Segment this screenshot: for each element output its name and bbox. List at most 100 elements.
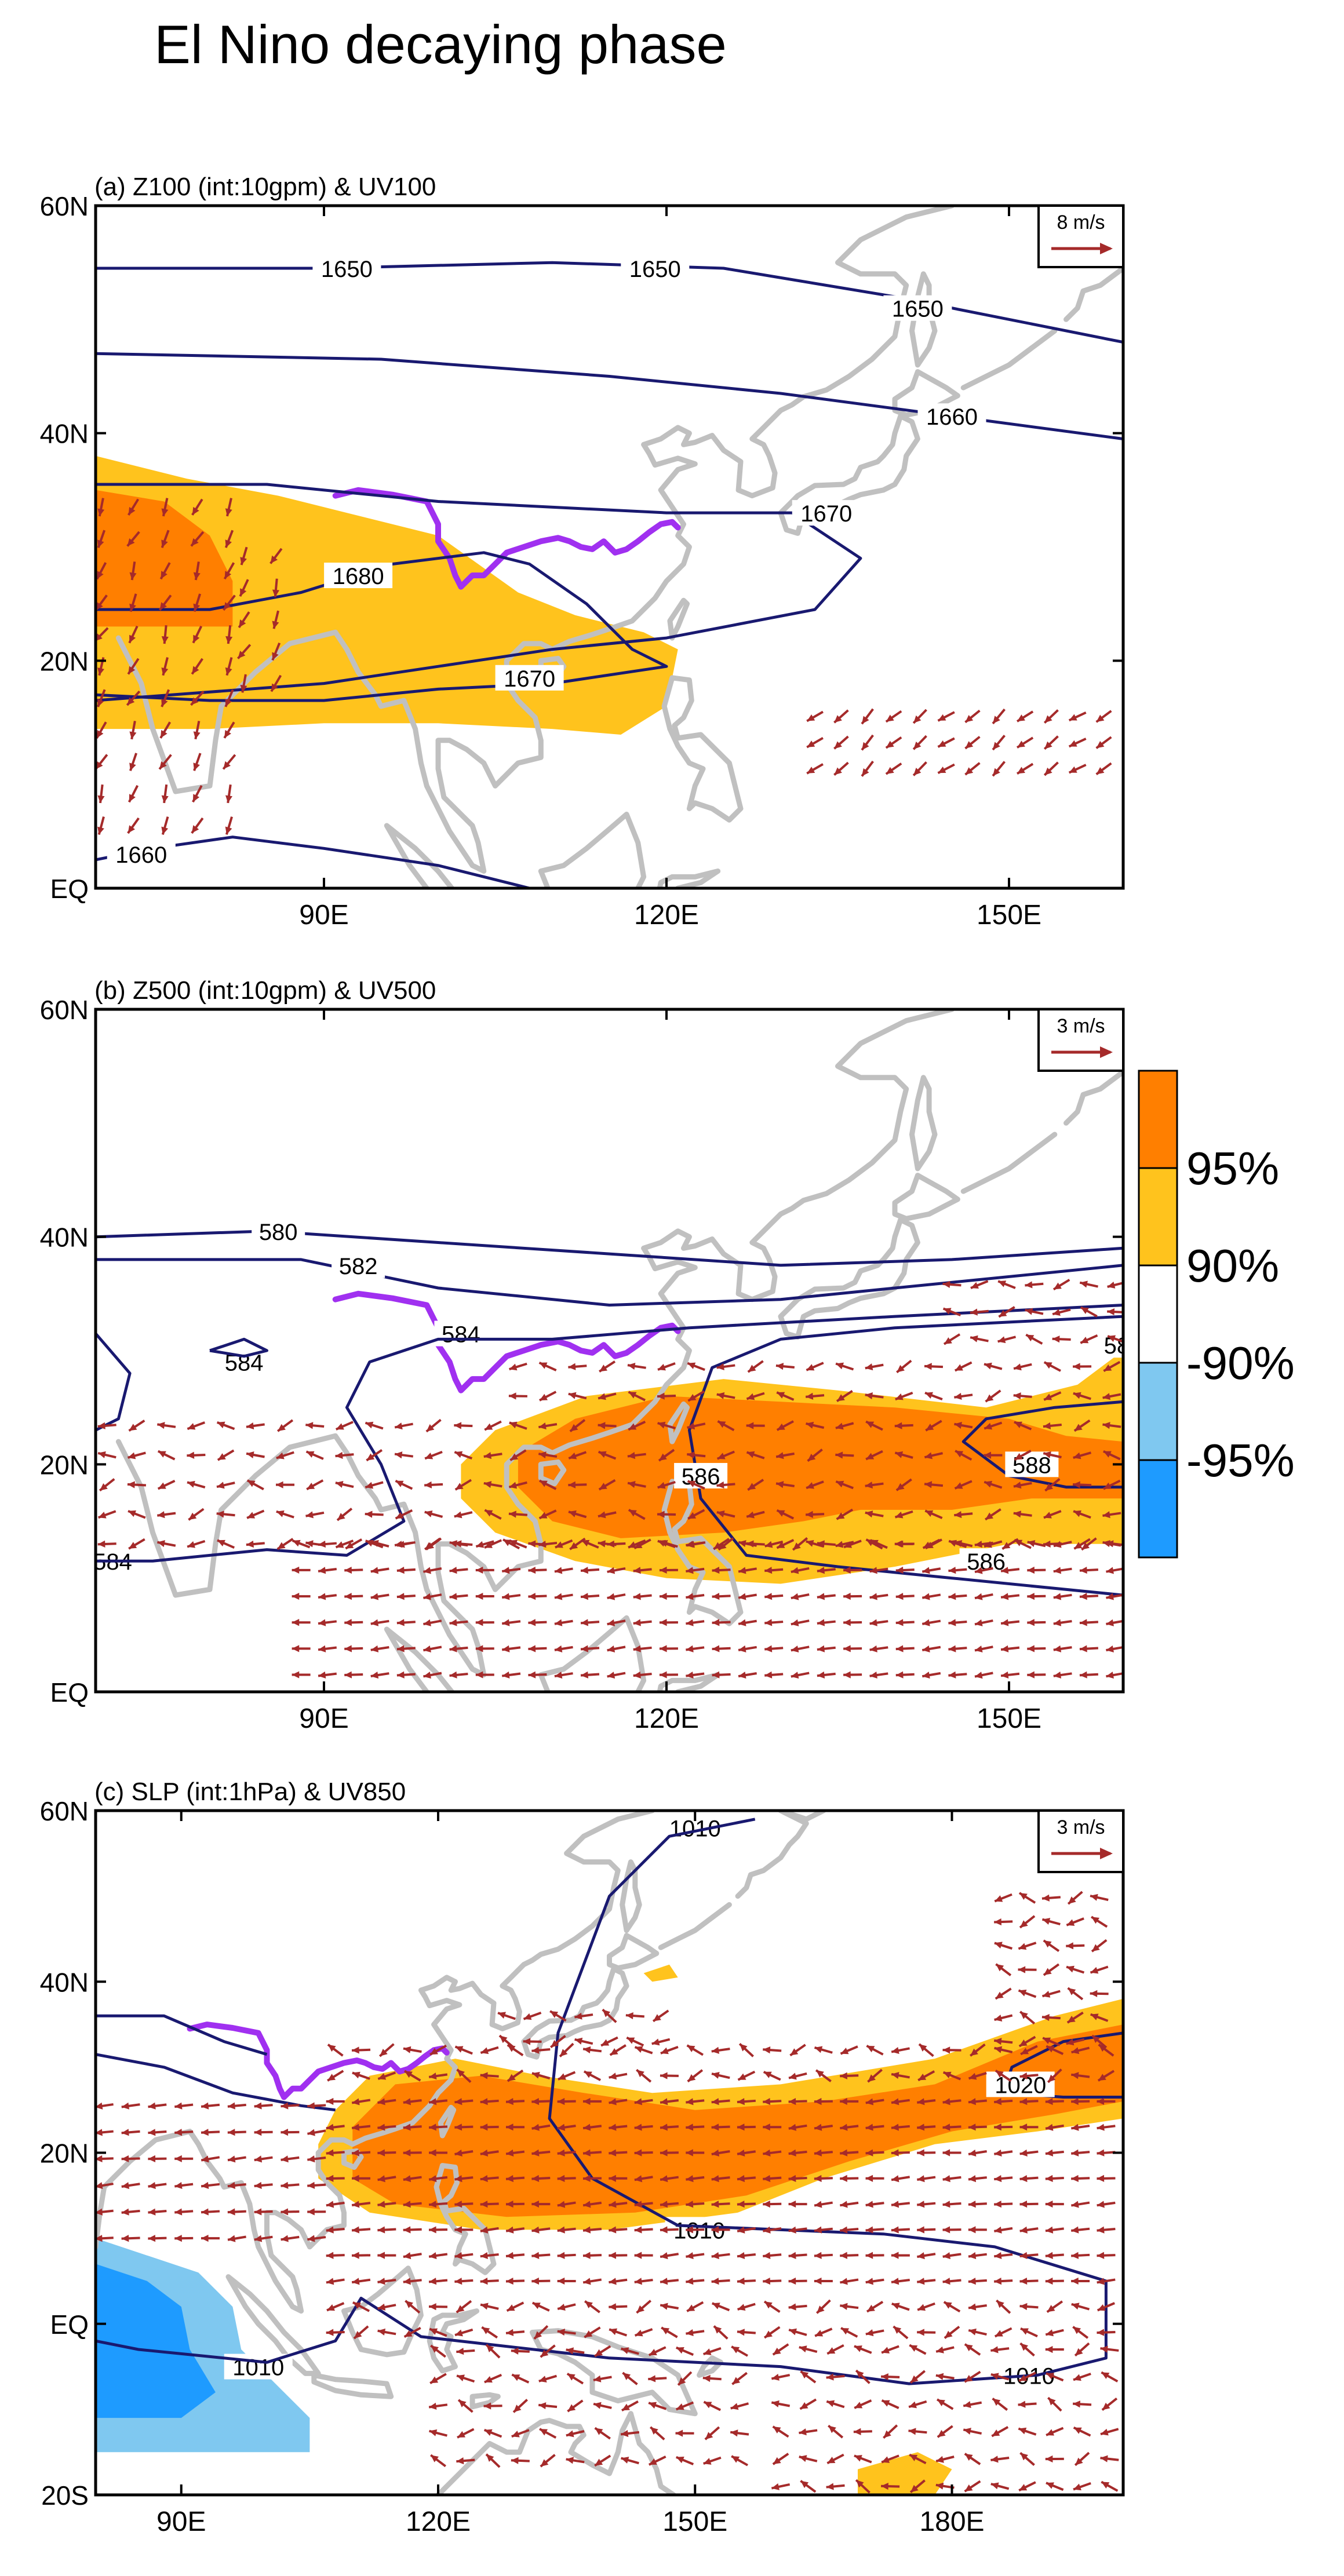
wind-vector-head: [865, 2174, 873, 2182]
wind-vector-head: [686, 1567, 694, 1574]
wind-vector-head: [174, 2181, 183, 2190]
wind-vector-head: [970, 2048, 978, 2056]
wind-vector-head: [607, 1645, 615, 1653]
wind-vector-head: [429, 2402, 437, 2410]
wind-vector-head: [968, 2175, 977, 2183]
wind-vector-head: [740, 2044, 748, 2052]
wind-vector-head: [128, 507, 136, 515]
wind-vector-head: [403, 2226, 411, 2234]
wind-vector-head: [456, 2457, 464, 2465]
wind-vector-head: [836, 1362, 844, 1370]
wind-vector-head: [551, 2039, 559, 2048]
wind-vector-head: [840, 2149, 848, 2157]
wind-vector-head: [649, 2458, 657, 2465]
wind-vector-head: [281, 2181, 289, 2189]
wind-vector-head: [763, 2226, 771, 2234]
wind-vector-head: [423, 1593, 431, 1600]
wind-vector-head: [193, 762, 200, 771]
wind-vector-head: [1074, 1542, 1083, 1549]
wind-vector-head: [276, 1452, 285, 1460]
wind-vector-head: [790, 2048, 799, 2056]
wind-vector-head: [344, 1619, 352, 1626]
wind-vector-head: [607, 1619, 615, 1626]
wind-vector-head: [598, 1511, 606, 1519]
colorbar: 95% 90% -90% -95%: [1138, 1070, 1295, 1559]
wind-vector-head: [174, 2235, 182, 2242]
contour-label: 580: [259, 1220, 298, 1245]
wind-vector-head: [1097, 2201, 1105, 2208]
wind-vector-head: [688, 1394, 697, 1401]
coastline-15: [697, 2355, 724, 2378]
wind-vector-head: [161, 729, 167, 738]
wind-vector-head: [1079, 1671, 1087, 1679]
panel-title: (a) Z100 (int:10gpm) & UV100: [94, 173, 436, 201]
wind-vector-head: [192, 794, 200, 802]
wind-vector-head: [895, 1567, 904, 1574]
wind-vector-head: [1071, 2303, 1080, 2310]
wind-vector-head: [485, 1423, 493, 1430]
wind-vector-head: [540, 2459, 549, 2467]
wind-vector-head: [1073, 1452, 1081, 1460]
wind-vector-head: [882, 2400, 890, 2407]
wind-vector-head: [968, 2226, 976, 2234]
wind-vector-head: [480, 2226, 489, 2234]
wind-vector-head: [938, 740, 946, 747]
wind-vector-head: [657, 1421, 666, 1429]
wind-vector-head: [1025, 1308, 1033, 1315]
wind-vector-head: [569, 1453, 577, 1460]
wind-vector-head: [121, 2102, 130, 2110]
wind-vector-head: [455, 1483, 464, 1490]
wind-vector-head: [352, 2098, 360, 2106]
colorbar-label: -95%: [1186, 1435, 1295, 1486]
reference-vector-box: [1037, 205, 1124, 268]
coastline-9: [427, 2308, 479, 2374]
wind-vector-head: [994, 2278, 1002, 2285]
wind-vector-head: [187, 1541, 195, 1548]
wind-vector-head: [712, 2303, 720, 2309]
wind-vector-head: [531, 2277, 540, 2285]
wind-vector-head: [601, 2039, 610, 2046]
wind-vector-head: [869, 1593, 877, 1600]
wind-vector-head: [1097, 2252, 1105, 2259]
wind-vector-head: [225, 795, 233, 803]
wind-vector-head: [634, 1541, 643, 1549]
wind-vector-head: [512, 2374, 520, 2381]
wind-vector-head: [865, 2329, 874, 2337]
wind-vector-head: [716, 1392, 725, 1399]
wind-vector-head: [403, 2201, 411, 2208]
wind-vector-head: [403, 2123, 411, 2131]
wind-vector-head: [1045, 2174, 1053, 2183]
wind-vector-head: [1100, 2428, 1109, 2436]
coastline-10: [530, 2328, 698, 2417]
wind-vector-head: [891, 2303, 900, 2309]
wind-vector-head: [98, 1451, 106, 1458]
wind-vector-head: [554, 1567, 563, 1574]
wind-vector-head: [161, 571, 167, 579]
wind-vector-head: [539, 1512, 548, 1519]
panel-a-map-area: 1650 1650 1650 1660 1670 1680 1670 1660: [96, 206, 1123, 888]
wind-vector-head: [227, 2102, 235, 2110]
wind-vector-head: [454, 2226, 462, 2234]
wind-vector-head: [191, 697, 199, 705]
coastline-5: [538, 1459, 567, 1487]
wind-vector-head: [789, 2073, 797, 2080]
wind-vector-head: [583, 2123, 591, 2131]
wind-vector-head: [188, 1512, 197, 1520]
wind-vector-head: [763, 2046, 771, 2054]
wind-vector-head: [840, 2048, 849, 2055]
contour-label-bg: [332, 1252, 385, 1278]
wind-vector-head: [404, 2330, 413, 2337]
wind-vector-head: [944, 2330, 953, 2338]
wind-vector-head: [942, 2278, 950, 2285]
wind-vector-head: [806, 1482, 815, 1489]
wind-vector-head: [97, 571, 104, 579]
wind-vector-head: [1046, 2429, 1055, 2436]
wind-vector-head: [984, 1541, 992, 1548]
contour-label: 1660: [115, 842, 167, 868]
x-tick-label: 90E: [299, 1703, 348, 1734]
coastline-8: [341, 2265, 424, 2358]
wind-vector-head: [1018, 1990, 1027, 1997]
wind-vector-head: [365, 1421, 374, 1429]
wind-vector-head: [788, 2123, 797, 2131]
wind-vector-head: [1080, 1307, 1089, 1314]
